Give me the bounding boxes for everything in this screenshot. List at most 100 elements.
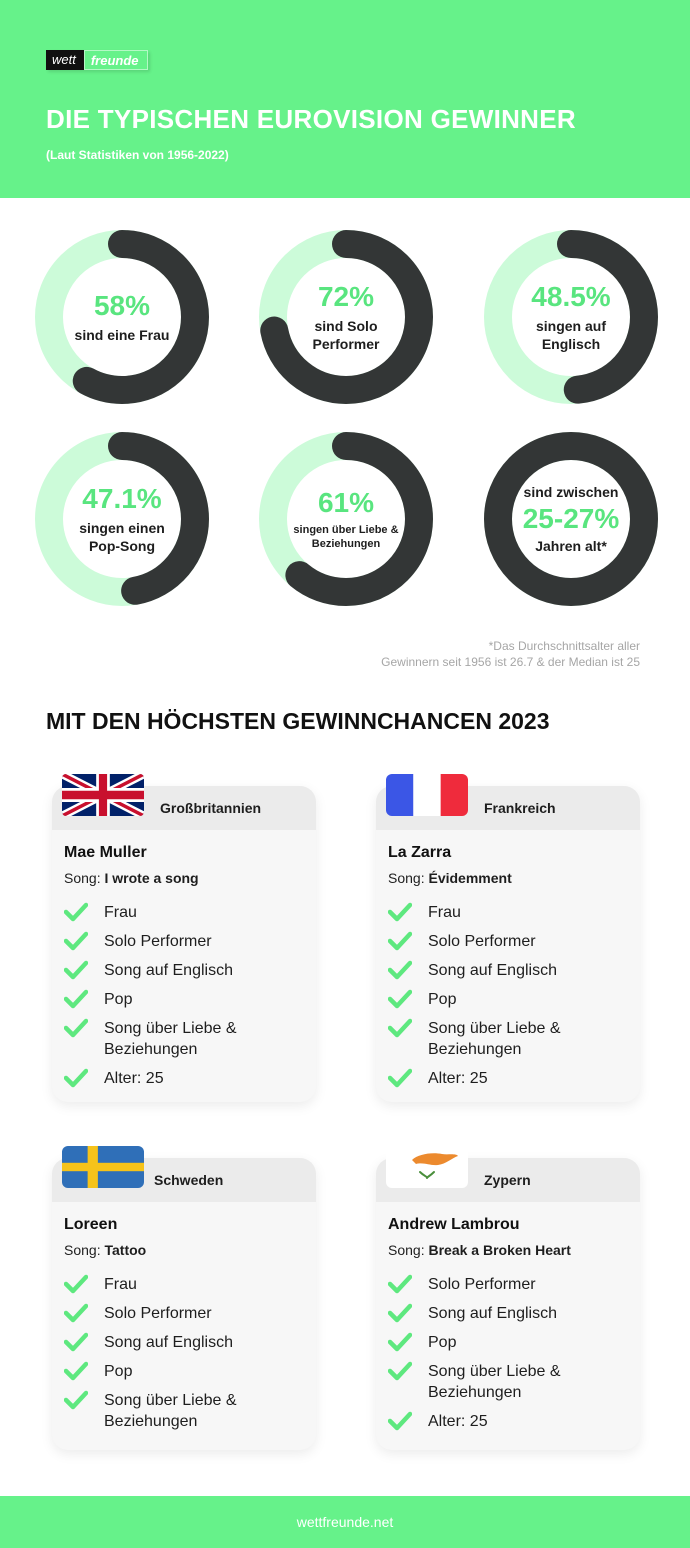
- page-title: DIE TYPISCHEN EUROVISION GEWINNER: [46, 104, 576, 134]
- list-item-label: Song über Liebe & Beziehungen: [428, 1363, 561, 1401]
- list-item-label: Song über Liebe & Beziehungen: [104, 1392, 237, 1430]
- check-icon: [388, 1068, 412, 1088]
- stat-donut-age: sind zwischen 25-27% Jahren alt*: [483, 431, 659, 607]
- list-item: Alter: 25: [388, 1068, 636, 1089]
- list-item: Frau: [64, 1274, 312, 1295]
- list-item: Solo Performer: [64, 1303, 312, 1324]
- donut-ring: [35, 230, 209, 404]
- list-item-label: Solo Performer: [104, 933, 212, 950]
- footnote-line-1: *Das Durchschnittsalter aller: [488, 639, 640, 653]
- footnote: *Das Durchschnittsalter aller Gewinnern …: [381, 638, 640, 670]
- check-icon: [388, 1411, 412, 1431]
- stat-donut-english: 48.5% singen auf Englisch: [483, 229, 659, 405]
- check-icon: [64, 1274, 88, 1294]
- song-title: Tattoo: [104, 1242, 147, 1258]
- check-icon: [64, 1390, 88, 1410]
- list-item: Alter: 25: [64, 1068, 312, 1089]
- stat-value: 48.5%: [531, 281, 611, 312]
- check-icon: [64, 931, 88, 951]
- candidate-card-france: Frankreich La Zarra Song: Évidemment Fra…: [376, 774, 640, 1102]
- list-item: Pop: [388, 1332, 636, 1353]
- brand-logo-part1: wett: [46, 50, 84, 70]
- stat-label-top: sind zwischen: [523, 484, 619, 500]
- list-item-label: Song auf Englisch: [104, 1334, 233, 1351]
- candidate-card-uk: Großbritannien Mae Muller Song: I wrote …: [52, 774, 316, 1102]
- list-item: Song über Liebe & Beziehungen: [64, 1018, 312, 1060]
- song-prefix: Song:: [388, 1242, 425, 1258]
- list-item-label: Solo Performer: [104, 1305, 212, 1322]
- sweden-flag-icon: [62, 1146, 144, 1188]
- criteria-list: Frau Solo Performer Song auf Englisch Po…: [64, 902, 312, 1097]
- check-icon: [388, 1274, 412, 1294]
- list-item: Pop: [64, 989, 312, 1010]
- stat-value: 72%: [317, 281, 375, 312]
- criteria-list: Solo Performer Song auf Englisch Pop Son…: [388, 1274, 636, 1440]
- check-icon: [64, 902, 88, 922]
- country-name: Zypern: [484, 1172, 531, 1188]
- check-icon: [388, 1018, 412, 1038]
- list-item-label: Frau: [104, 904, 137, 921]
- list-item-label: Alter: 25: [104, 1070, 164, 1087]
- artist-name: Loreen: [64, 1216, 118, 1233]
- list-item: Alter: 25: [388, 1411, 636, 1432]
- list-item-label: Pop: [428, 991, 457, 1008]
- list-item: Song auf Englisch: [64, 960, 312, 981]
- list-item: Pop: [64, 1361, 312, 1382]
- france-flag-icon: [386, 774, 468, 816]
- candidate-card-sweden: Schweden Loreen Song: Tattoo Frau Solo P…: [52, 1146, 316, 1450]
- list-item: Frau: [388, 902, 636, 923]
- list-item: Song über Liebe & Beziehungen: [388, 1361, 636, 1403]
- song-line: Song: Tattoo: [64, 1242, 146, 1258]
- check-icon: [64, 1303, 88, 1323]
- header-banner: wett freunde DIE TYPISCHEN EUROVISION GE…: [0, 0, 690, 198]
- footer-url: wettfreunde.net: [296, 1514, 394, 1530]
- song-title: I wrote a song: [104, 870, 199, 886]
- list-item-label: Frau: [428, 904, 461, 921]
- list-item-label: Song auf Englisch: [104, 962, 233, 979]
- donut-progress-arc: [35, 432, 209, 606]
- check-icon: [64, 989, 88, 1009]
- artist-name: La Zarra: [388, 844, 452, 861]
- candidate-card-cyprus: Zypern Andrew Lambrou Song: Break a Brok…: [376, 1146, 640, 1450]
- list-item-label: Pop: [104, 1363, 133, 1380]
- check-icon: [388, 902, 412, 922]
- check-icon: [64, 1068, 88, 1088]
- stat-donut-female: 58% sind eine Frau: [34, 229, 210, 405]
- artist-name: Andrew Lambrou: [388, 1216, 520, 1233]
- stat-label: singen einen Pop-Song: [79, 520, 165, 554]
- stat-label: singen auf Englisch: [535, 318, 606, 352]
- donut-ring: [484, 230, 658, 404]
- list-item: Song auf Englisch: [64, 1332, 312, 1353]
- list-item-label: Solo Performer: [428, 1276, 536, 1293]
- list-item-label: Alter: 25: [428, 1413, 488, 1430]
- song-title: Évidemment: [428, 870, 512, 886]
- list-item: Song über Liebe & Beziehungen: [64, 1390, 312, 1432]
- list-item: Solo Performer: [388, 1274, 636, 1295]
- list-item-label: Song auf Englisch: [428, 962, 557, 979]
- stat-label: singen über Liebe & Beziehungen: [293, 524, 399, 550]
- list-item-label: Frau: [104, 1276, 137, 1293]
- donut-progress-arc: [259, 230, 433, 404]
- donut-progress-arc: [259, 432, 433, 606]
- check-icon: [64, 1332, 88, 1352]
- list-item: Solo Performer: [64, 931, 312, 952]
- check-icon: [388, 989, 412, 1009]
- country-name: Schweden: [154, 1172, 224, 1188]
- country-name: Großbritannien: [160, 800, 262, 816]
- criteria-list: Frau Solo Performer Song auf Englisch Po…: [64, 1274, 312, 1440]
- stat-value: 61%: [317, 487, 375, 518]
- donut-ring: [259, 230, 433, 404]
- criteria-list: Frau Solo Performer Song auf Englisch Po…: [388, 902, 636, 1097]
- song-line: Song: Évidemment: [388, 870, 512, 886]
- list-item-label: Song auf Englisch: [428, 1305, 557, 1322]
- list-item: Frau: [64, 902, 312, 923]
- check-icon: [388, 1303, 412, 1323]
- donut-ring: [35, 432, 209, 606]
- check-icon: [388, 1361, 412, 1381]
- brand-logo: wett freunde: [46, 50, 148, 70]
- list-item: Song auf Englisch: [388, 1303, 636, 1324]
- song-prefix: Song:: [388, 870, 425, 886]
- country-name: Frankreich: [484, 800, 556, 816]
- donut-ring: [259, 432, 433, 606]
- stat-label: sind eine Frau: [74, 327, 170, 343]
